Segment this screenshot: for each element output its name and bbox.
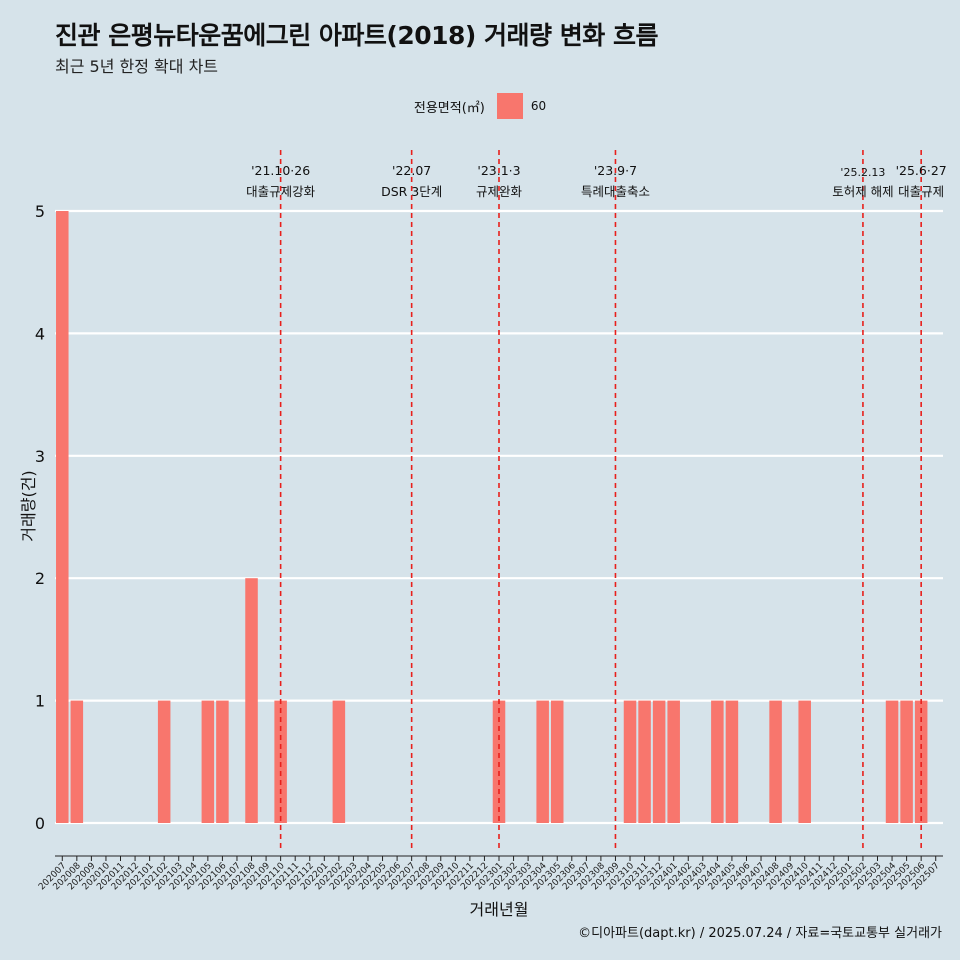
legend-title: 전용면적(㎡) bbox=[413, 100, 485, 116]
event-label: 대출규제강화 bbox=[246, 184, 316, 199]
bar bbox=[492, 700, 506, 823]
bar bbox=[885, 700, 899, 823]
x-axis-title: 거래년월 bbox=[470, 900, 529, 919]
chart-subtitle: 최근 5년 한정 확대 차트 bbox=[55, 57, 219, 76]
event-label: DSR 3단계 bbox=[381, 184, 442, 199]
bar bbox=[725, 700, 739, 823]
event-date-label: '25.6·27 bbox=[896, 163, 947, 178]
event-label: 특례대출축소 bbox=[581, 184, 650, 199]
bar bbox=[70, 700, 84, 823]
legend-label: 60 bbox=[530, 99, 547, 113]
y-tick-label: 3 bbox=[35, 447, 45, 466]
legend-swatch bbox=[496, 93, 523, 119]
y-axis-title: 거래량(건) bbox=[19, 470, 38, 541]
bar bbox=[652, 700, 666, 823]
event-date-label: '22.07 bbox=[392, 163, 431, 178]
y-tick-label: 5 bbox=[35, 202, 45, 221]
bar bbox=[332, 700, 346, 823]
bar bbox=[798, 700, 811, 823]
y-tick-label: 1 bbox=[35, 692, 45, 711]
event-label: 토허제 해제 bbox=[832, 184, 893, 199]
bar bbox=[536, 700, 549, 823]
bar bbox=[667, 700, 680, 823]
bar bbox=[56, 211, 69, 823]
chart-title: 진관 은평뉴타운꿈에그린 아파트(2018) 거래량 변화 흐름 bbox=[55, 21, 658, 50]
bar bbox=[550, 700, 564, 823]
bar bbox=[245, 578, 258, 823]
bar bbox=[157, 700, 171, 823]
bar bbox=[274, 700, 287, 823]
event-date-label: '23.1·3 bbox=[477, 163, 520, 178]
bar bbox=[638, 700, 651, 823]
bar bbox=[216, 700, 229, 823]
bar bbox=[769, 700, 782, 823]
event-date-label: '23.9·7 bbox=[594, 163, 637, 178]
y-tick-label: 2 bbox=[35, 569, 45, 588]
bar bbox=[201, 700, 215, 823]
bar bbox=[623, 700, 637, 823]
event-date-label: '25.2.13 bbox=[840, 166, 885, 179]
event-date-label: '21.10·26 bbox=[251, 163, 310, 178]
bars bbox=[56, 211, 928, 823]
source-caption: ©디아파트(dapt.kr) / 2025.07.24 / 자료=국토교통부 실… bbox=[578, 926, 942, 941]
event-label: 대출규제 bbox=[898, 184, 944, 199]
legend: 전용면적(㎡) 60 bbox=[0, 93, 960, 119]
event-markers: '21.10·26 대출규제강화 '22.07 DSR 3단계 '23.1·3 규제완화 '… bbox=[246, 150, 947, 848]
bar bbox=[914, 700, 928, 823]
y-tick-label: 0 bbox=[35, 814, 45, 833]
bar bbox=[900, 700, 913, 823]
bar bbox=[711, 700, 724, 823]
y-tick-label: 4 bbox=[35, 324, 45, 343]
event-label: 규제완화 bbox=[476, 184, 523, 199]
